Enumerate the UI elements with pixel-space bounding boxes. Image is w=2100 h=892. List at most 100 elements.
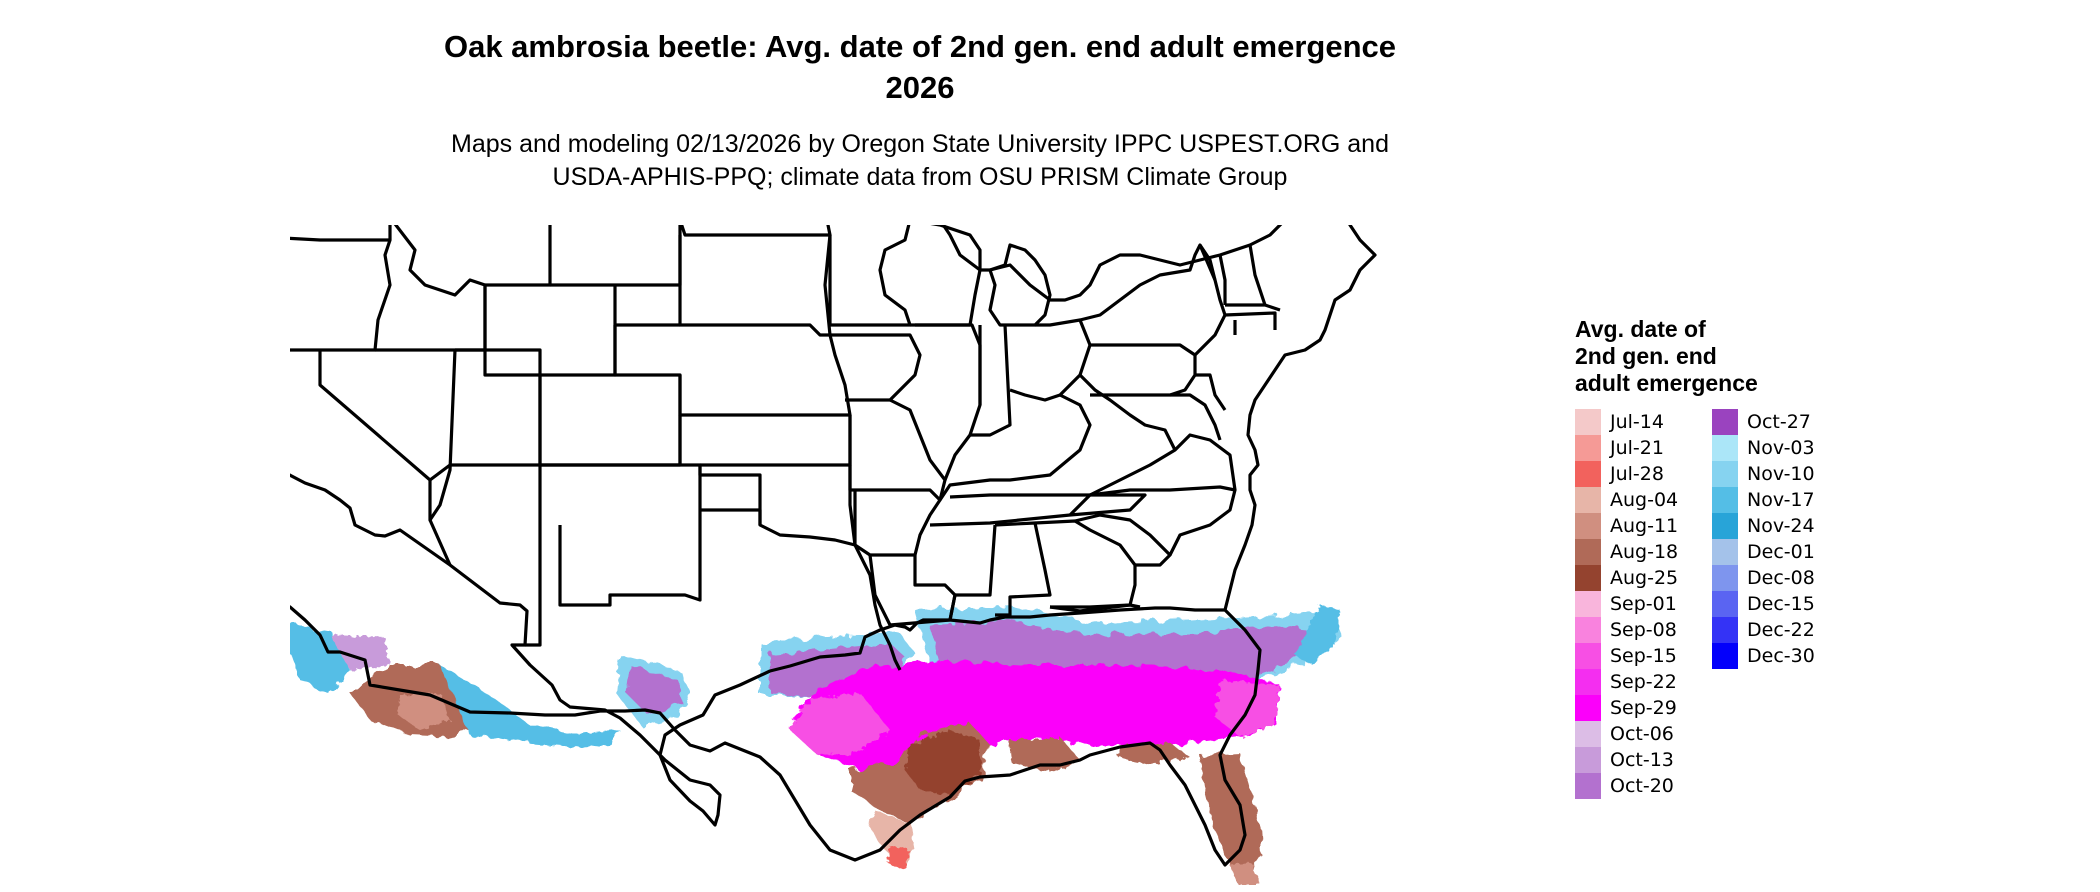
legend-item: Nov-17	[1712, 487, 1837, 513]
legend-item: Aug-25	[1575, 565, 1700, 591]
state-fl	[1049, 603, 1141, 613]
legend-item: Oct-13	[1575, 747, 1700, 773]
state-ks	[678, 415, 852, 467]
legend-label: Sep-22	[1610, 671, 1677, 693]
title-block: Oak ambrosia beetle: Avg. date of 2nd ge…	[300, 26, 1540, 194]
legend-title-line-2: 2nd gen. end	[1575, 343, 1717, 369]
legend-item: Oct-20	[1575, 773, 1700, 799]
legend-item: Dec-30	[1712, 643, 1837, 669]
state-ne	[613, 323, 852, 417]
state-ky	[938, 393, 1092, 501]
us-outline	[290, 473, 1262, 867]
legend-label: Aug-04	[1610, 489, 1679, 511]
legend-swatch	[1712, 513, 1738, 539]
band-atlantic-blue	[1295, 605, 1340, 665]
legend-item: Jul-21	[1575, 435, 1700, 461]
state-ut	[450, 348, 542, 467]
legend-label: Sep-29	[1610, 697, 1677, 719]
legend-swatch	[1575, 461, 1601, 487]
state-id	[375, 225, 487, 352]
state-in	[970, 324, 1012, 437]
legend-item: Aug-04	[1575, 487, 1700, 513]
legend-item: Jul-14	[1575, 409, 1700, 435]
map-subtitle-line-1: Maps and modeling 02/13/2026 by Oregon S…	[451, 130, 1389, 158]
state-nv	[318, 349, 457, 522]
legend-label: Aug-18	[1610, 541, 1679, 563]
legend-swatch	[1575, 721, 1601, 747]
legend-title: Avg. date of 2nd gen. end adult emergenc…	[1575, 316, 1815, 397]
state-vt-nh	[1198, 244, 1281, 312]
legend-swatch	[1575, 513, 1601, 539]
map-subtitle-line-2: USDA-APHIS-PPQ; climate data from OSU PR…	[552, 163, 1288, 191]
legend-swatch	[1575, 409, 1601, 435]
legend-item: Oct-06	[1575, 721, 1700, 747]
northeast-coast	[941, 225, 1377, 611]
legend-label: Jul-21	[1610, 437, 1664, 459]
state-or	[290, 239, 392, 352]
legend-label: Nov-03	[1747, 437, 1815, 459]
legend-swatch	[1575, 591, 1601, 617]
state-oh	[1009, 318, 1092, 402]
legend-label: Dec-22	[1747, 619, 1815, 641]
legend-item: Sep-29	[1575, 695, 1700, 721]
legend-label: Nov-17	[1747, 489, 1815, 511]
legend-swatch	[1712, 565, 1738, 591]
state-ms	[948, 524, 997, 621]
legend-item: Sep-01	[1575, 591, 1700, 617]
state-ar	[853, 490, 942, 557]
legend-item: Nov-24	[1712, 513, 1837, 539]
legend-swatch	[1575, 669, 1601, 695]
legend-column-1: Jul-14 Jul-21 Jul-28 Aug-04 Aug-11 Aug-18 Aug-…	[1575, 409, 1700, 799]
legend-swatch	[1712, 591, 1738, 617]
legend-item: Sep-08	[1575, 617, 1700, 643]
legend-label: Dec-30	[1747, 645, 1815, 667]
state-az	[429, 463, 542, 647]
legend-label: Jul-28	[1610, 463, 1664, 485]
legend-label: Sep-08	[1610, 619, 1677, 641]
legend-label: Aug-11	[1610, 515, 1679, 537]
state-borders	[290, 225, 1377, 867]
legend-label: Oct-13	[1610, 749, 1674, 771]
state-co	[538, 375, 682, 467]
legend-label: Oct-06	[1610, 723, 1674, 745]
state-ia	[830, 333, 922, 402]
legend-item: Sep-22	[1575, 669, 1700, 695]
legend-swatch	[1575, 617, 1601, 643]
map-title-line-2: 2026	[885, 70, 955, 105]
map-title: Oak ambrosia beetle: Avg. date of 2nd ge…	[300, 26, 1540, 108]
state-nc	[1068, 485, 1237, 556]
band-tan-arizona	[398, 693, 450, 730]
band-southwest-purple	[330, 635, 390, 670]
state-al	[994, 521, 1052, 617]
state-sd	[678, 234, 832, 337]
map-subtitle: Maps and modeling 02/13/2026 by Oregon S…	[300, 128, 1540, 194]
legend-label: Aug-25	[1610, 567, 1679, 589]
state-ny	[1079, 243, 1227, 357]
legend-swatch	[1712, 539, 1738, 565]
emergence-shading	[290, 605, 1340, 885]
legend-swatch	[1575, 773, 1601, 799]
legend-label: Jul-14	[1610, 411, 1664, 433]
state-wi	[910, 225, 982, 327]
legend-item: Dec-22	[1712, 617, 1837, 643]
state-nm	[540, 463, 702, 607]
legend-swatch	[1575, 435, 1601, 461]
state-me	[1248, 244, 1267, 306]
band-red-texas-tip	[888, 845, 910, 870]
legend-label: Nov-10	[1747, 463, 1815, 485]
band-tan-florida-tip	[1230, 863, 1260, 885]
state-mt	[485, 225, 552, 287]
state-ca	[428, 519, 452, 566]
state-tx	[700, 508, 902, 671]
legend-label: Dec-08	[1747, 567, 1815, 589]
legend-item: Nov-10	[1712, 461, 1837, 487]
us-map	[290, 225, 1377, 885]
legend-swatch	[1575, 747, 1601, 773]
legend-item: Dec-01	[1712, 539, 1837, 565]
legend-item: Jul-28	[1575, 461, 1700, 487]
legend: Avg. date of 2nd gen. end adult emergenc…	[1575, 316, 1837, 799]
legend-label: Oct-20	[1610, 775, 1674, 797]
legend-swatch	[1712, 617, 1738, 643]
legend-item: Aug-11	[1575, 513, 1700, 539]
legend-item: Dec-15	[1712, 591, 1837, 617]
